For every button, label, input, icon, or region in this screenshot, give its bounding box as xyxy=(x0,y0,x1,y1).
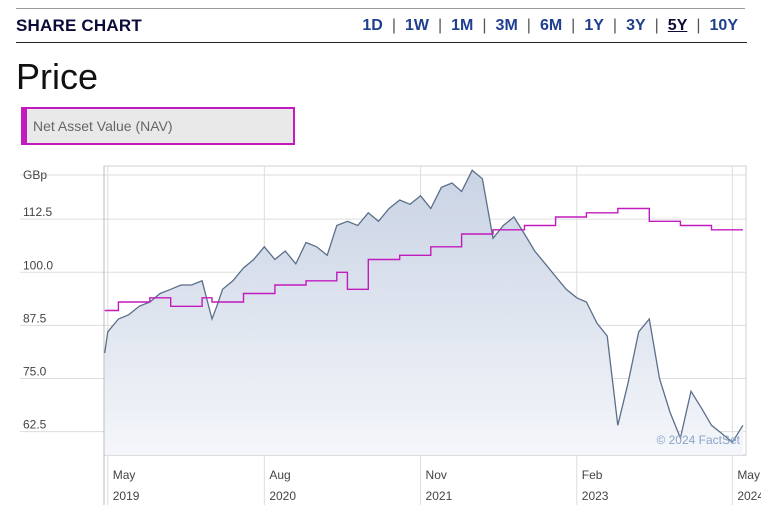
range-separator: | xyxy=(391,17,396,34)
y-tick-label: 100.0 xyxy=(23,258,53,272)
range-separator: | xyxy=(612,17,618,34)
price-title: Price xyxy=(16,56,99,97)
y-tick-label: 112.5 xyxy=(23,205,52,219)
range-button-1y[interactable]: 1Y xyxy=(584,17,604,34)
x-tick-year: 2023 xyxy=(582,489,609,503)
range-button-3m[interactable]: 3M xyxy=(495,17,518,34)
x-axis: May 2019 Aug 2020 Nov 2021 Feb 2023 May 2024 xyxy=(113,468,761,503)
range-separator: | xyxy=(482,17,487,34)
x-tick-month: May xyxy=(737,468,760,482)
range-button-5y[interactable]: 5Y xyxy=(667,17,688,34)
y-tick-label: 87.5 xyxy=(23,311,47,325)
factset-watermark: © 2024 FactSet xyxy=(656,433,740,447)
nav-series-line xyxy=(104,207,743,312)
range-separator: | xyxy=(526,17,531,34)
x-tick-year: 2024 xyxy=(737,489,761,503)
range-button-6m[interactable]: 6M xyxy=(539,17,563,34)
x-tick-year: 2021 xyxy=(426,489,453,503)
y-axis: 62.5 75.0 87.5 100.0 112.5 GBp xyxy=(23,168,53,432)
price-area xyxy=(104,170,743,456)
price-series-line xyxy=(104,169,744,444)
top-rule xyxy=(16,8,745,9)
y-axis-label: GBp xyxy=(23,168,47,182)
y-tick-label: 75.0 xyxy=(23,365,47,379)
range-button-1w[interactable]: 1W xyxy=(405,17,429,34)
share-chart-header: SHARE CHART 1D | 1W | 1M | 3M | 6M | 1Y | 3Y | 5Y | 10Y xyxy=(16,10,747,43)
x-tick-month: Feb xyxy=(582,468,603,482)
header-title: SHARE CHART xyxy=(16,16,142,35)
x-tick-month: Aug xyxy=(269,468,290,482)
range-separator: | xyxy=(654,17,659,34)
range-separator: | xyxy=(571,17,576,34)
range-button-1d[interactable]: 1D xyxy=(362,17,383,34)
range-button-10y[interactable]: 10Y xyxy=(709,17,738,34)
nav-series-toggle[interactable]: Net Asset Value (NAV) xyxy=(21,107,295,145)
x-tick-month: Nov xyxy=(426,468,447,482)
range-button-3y[interactable]: 3Y xyxy=(626,17,646,34)
x-tick-year: 2020 xyxy=(269,489,296,503)
y-tick-label: 62.5 xyxy=(23,418,47,432)
x-tick-month: May xyxy=(113,468,136,482)
range-selector: 1D | 1W | 1M | 3M | 6M | 1Y | 3Y | 5Y | 10Y xyxy=(353,17,747,35)
range-separator: | xyxy=(438,17,443,34)
range-button-1m[interactable]: 1M xyxy=(451,17,474,34)
nav-series-label: Net Asset Value (NAV) xyxy=(33,118,173,134)
range-separator: | xyxy=(696,17,701,34)
x-tick-year: 2019 xyxy=(113,489,140,503)
